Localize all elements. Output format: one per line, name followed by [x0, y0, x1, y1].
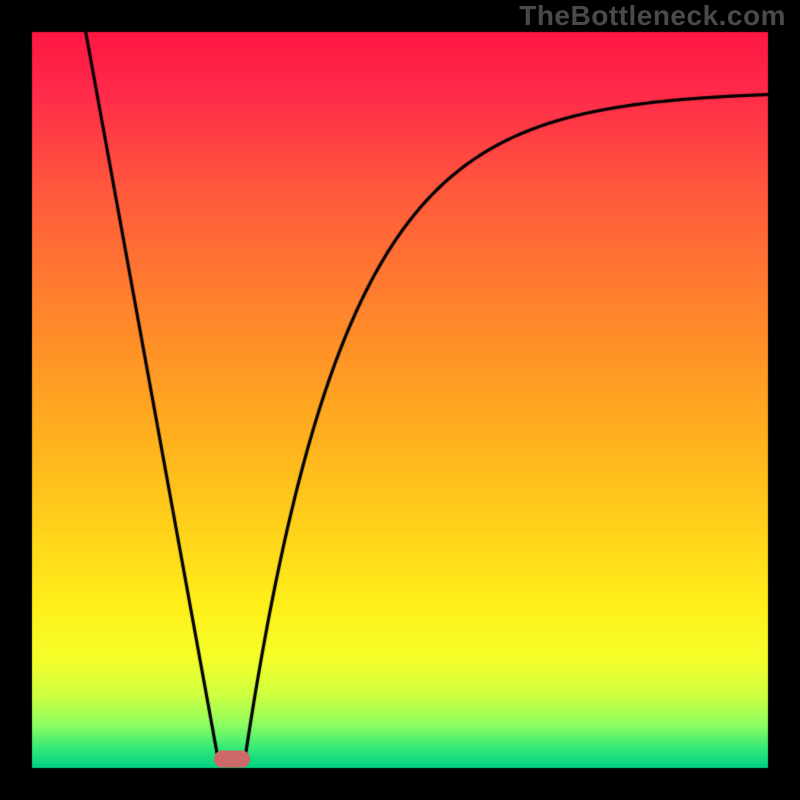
bottleneck-chart: TheBottleneck.com: [0, 0, 800, 800]
watermark-text: TheBottleneck.com: [519, 0, 786, 32]
optimal-point-marker: [214, 750, 250, 767]
bottleneck-curve: [0, 0, 800, 800]
